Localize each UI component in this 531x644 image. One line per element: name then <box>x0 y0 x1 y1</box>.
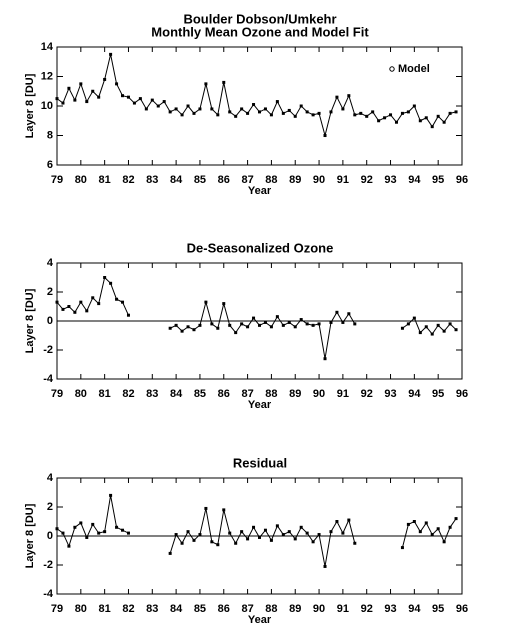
y-axis-label: Layer 8 [DU] <box>24 73 36 138</box>
x-tick-label: 95 <box>432 388 444 400</box>
x-tick-label: 81 <box>99 388 111 400</box>
x-tick-label: 80 <box>75 174 87 186</box>
x-tick-label: 83 <box>146 388 158 400</box>
x-tick-label: 88 <box>265 388 277 400</box>
x-tick-label: 83 <box>146 603 158 615</box>
x-axis-label: Year <box>248 614 272 626</box>
x-tick-label: 90 <box>313 388 325 400</box>
x-tick-label: 94 <box>408 603 421 615</box>
y-axis-label: Layer 8 [DU] <box>24 503 36 568</box>
x-tick-label: 82 <box>122 388 134 400</box>
x-tick-label: 86 <box>218 388 230 400</box>
x-tick-label: 88 <box>265 174 277 186</box>
x-tick-label: 80 <box>75 603 87 615</box>
x-tick-label: 96 <box>456 603 468 615</box>
x-tick-label: 96 <box>456 174 468 186</box>
x-tick-label: 91 <box>337 388 349 400</box>
y-tick-label: 10 <box>41 100 53 112</box>
chart-title: Boulder Dobson/Umkehr <box>183 11 336 26</box>
y-tick-label: 2 <box>47 501 53 513</box>
x-tick-label: 93 <box>384 388 396 400</box>
x-tick-label: 96 <box>456 388 468 400</box>
x-tick-label: 82 <box>122 603 134 615</box>
y-tick-label: -2 <box>43 344 53 356</box>
x-tick-label: 85 <box>194 174 206 186</box>
x-tick-label: 90 <box>313 174 325 186</box>
x-tick-label: 93 <box>384 174 396 186</box>
chart-title: Residual <box>233 455 287 470</box>
data-line <box>402 317 457 335</box>
x-tick-label: 88 <box>265 603 277 615</box>
x-tick-label: 94 <box>408 174 421 186</box>
x-tick-label: 92 <box>361 174 373 186</box>
y-tick-label: 0 <box>47 530 53 542</box>
legend-marker <box>389 66 395 72</box>
y-tick-label: 6 <box>47 159 53 171</box>
x-axis-label: Year <box>248 185 272 197</box>
chart-title: De-Seasonalized Ozone <box>187 240 334 255</box>
y-axis-label: Layer 8 [DU] <box>24 288 36 353</box>
y-tick-label: -2 <box>43 559 53 571</box>
y-tick-label: 0 <box>47 315 53 327</box>
data-line <box>401 518 457 548</box>
x-tick-label: 91 <box>337 174 349 186</box>
data-line <box>56 276 129 316</box>
y-tick-label: 8 <box>47 129 53 141</box>
x-tick-label: 84 <box>170 603 183 615</box>
x-tick-label: 84 <box>170 174 183 186</box>
y-tick-label: 4 <box>47 472 54 484</box>
x-tick-label: 89 <box>289 388 301 400</box>
x-tick-label: 90 <box>313 603 325 615</box>
x-tick-label: 85 <box>194 388 206 400</box>
x-tick-label: 80 <box>75 388 87 400</box>
x-tick-label: 95 <box>432 174 444 186</box>
data-line <box>56 495 129 548</box>
y-tick-label: 14 <box>41 41 54 53</box>
x-tick-label: 87 <box>241 388 253 400</box>
y-tick-label: 12 <box>41 70 53 82</box>
x-tick-label: 82 <box>122 174 134 186</box>
x-tick-label: 92 <box>361 388 373 400</box>
x-tick-label: 89 <box>289 603 301 615</box>
y-tick-label: -4 <box>43 588 54 600</box>
legend-label: Model <box>398 63 430 75</box>
data-line <box>169 508 356 567</box>
x-tick-label: 89 <box>289 174 301 186</box>
x-tick-label: 95 <box>432 603 444 615</box>
x-tick-label: 84 <box>170 388 183 400</box>
x-tick-label: 86 <box>218 174 230 186</box>
x-tick-label: 93 <box>384 603 396 615</box>
x-tick-label: 92 <box>361 603 373 615</box>
x-tick-label: 91 <box>337 603 349 615</box>
x-tick-label: 87 <box>241 174 253 186</box>
y-tick-label: 4 <box>47 257 54 269</box>
data-line <box>56 54 457 138</box>
x-tick-label: 81 <box>99 174 111 186</box>
data-line <box>169 300 356 359</box>
x-axis-label: Year <box>248 399 272 411</box>
y-tick-label: -4 <box>43 373 54 385</box>
x-tick-label: 94 <box>408 388 421 400</box>
x-tick-label: 87 <box>241 603 253 615</box>
x-tick-label: 81 <box>99 603 111 615</box>
x-tick-label: 79 <box>51 174 63 186</box>
x-tick-label: 83 <box>146 174 158 186</box>
x-tick-label: 79 <box>51 388 63 400</box>
x-tick-label: 85 <box>194 603 206 615</box>
y-tick-label: 2 <box>47 286 53 298</box>
x-tick-label: 86 <box>218 603 230 615</box>
chart-subtitle: Monthly Mean Ozone and Model Fit <box>151 24 369 39</box>
x-tick-label: 79 <box>51 603 63 615</box>
